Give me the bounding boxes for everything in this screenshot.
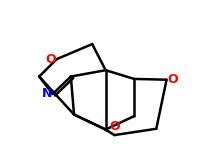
Text: O: O	[167, 73, 177, 86]
Text: O: O	[45, 53, 55, 66]
Text: O: O	[109, 120, 119, 133]
Text: N: N	[42, 87, 52, 100]
